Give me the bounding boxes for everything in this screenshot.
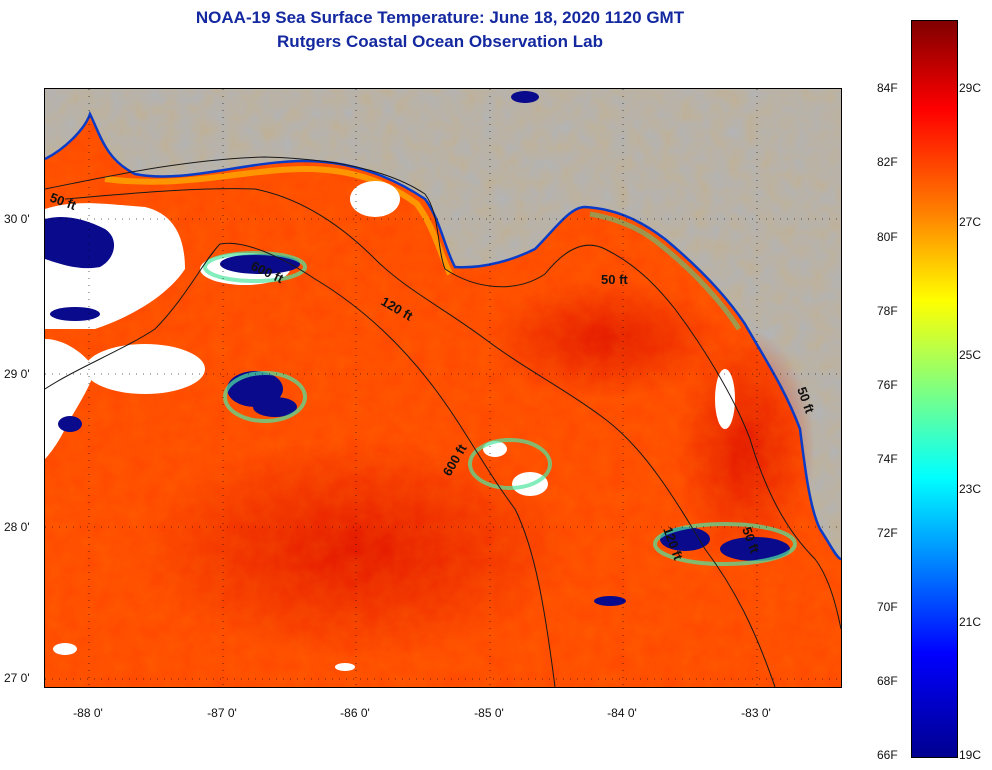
contour-120ft	[64, 188, 776, 687]
longitude-label: -87 0'	[207, 706, 237, 720]
colorbar-celsius-label: 29C	[959, 81, 982, 95]
latitude-label: 29 0'	[4, 367, 30, 381]
colorbar-fahrenheit-label: 70F	[877, 600, 898, 614]
colorbar-celsius-label: 19C	[959, 748, 982, 762]
colorbar-celsius-label: 25C	[959, 348, 982, 362]
latitude-label: 30 0'	[4, 212, 30, 226]
colorbar-fahrenheit-label: 66F	[877, 748, 898, 762]
coastline	[45, 110, 841, 561]
longitude-label: -84 0'	[607, 706, 637, 720]
chart-subtitle: Rutgers Coastal Ocean Observation Lab	[277, 32, 603, 51]
cold-cloud-edges	[45, 91, 790, 606]
latitude-label: 27 0'	[4, 671, 30, 685]
colorbar-fahrenheit-label: 72F	[877, 526, 898, 540]
cloud-halos	[203, 251, 797, 566]
colorbar-fahrenheit-label: 84F	[877, 81, 898, 95]
contour-label: 50 ft	[601, 272, 628, 287]
contour-50ft-west	[45, 156, 841, 630]
colorbar-fahrenheit-label: 68F	[877, 674, 898, 688]
longitude-label: -85 0'	[474, 706, 504, 720]
coastal-warm-fringe	[104, 165, 453, 276]
colorbar-fahrenheit-label: 74F	[877, 452, 898, 466]
colorbar-fahrenheit-label: 76F	[877, 378, 898, 392]
sst-map[interactable]: 50 ft 600 ft 120 ft 50 ft 600 ft 120 ft …	[44, 88, 842, 688]
longitude-label: -86 0'	[340, 706, 370, 720]
colorbar-celsius-label: 21C	[959, 615, 982, 629]
colorbar-fahrenheit-label: 78F	[877, 304, 898, 318]
colorbar-celsius-label: 27C	[959, 215, 982, 229]
temperature-colorbar	[911, 20, 958, 758]
longitude-label: -83 0'	[741, 706, 771, 720]
colorbar-fahrenheit-label: 82F	[877, 155, 898, 169]
big-bend-cool-fringe	[589, 211, 742, 331]
colorbar-fahrenheit-label: 80F	[877, 230, 898, 244]
colorbar-celsius-label: 23C	[959, 482, 982, 496]
longitude-label: -88 0'	[73, 706, 103, 720]
chart-title: NOAA-19 Sea Surface Temperature: June 18…	[195, 8, 685, 27]
contour-600ft	[45, 242, 556, 687]
sst-map-canvas: 50 ft 600 ft 120 ft 50 ft 600 ft 120 ft …	[45, 89, 841, 687]
latitude-label: 28 0'	[4, 520, 30, 534]
depth-contours	[45, 156, 841, 687]
